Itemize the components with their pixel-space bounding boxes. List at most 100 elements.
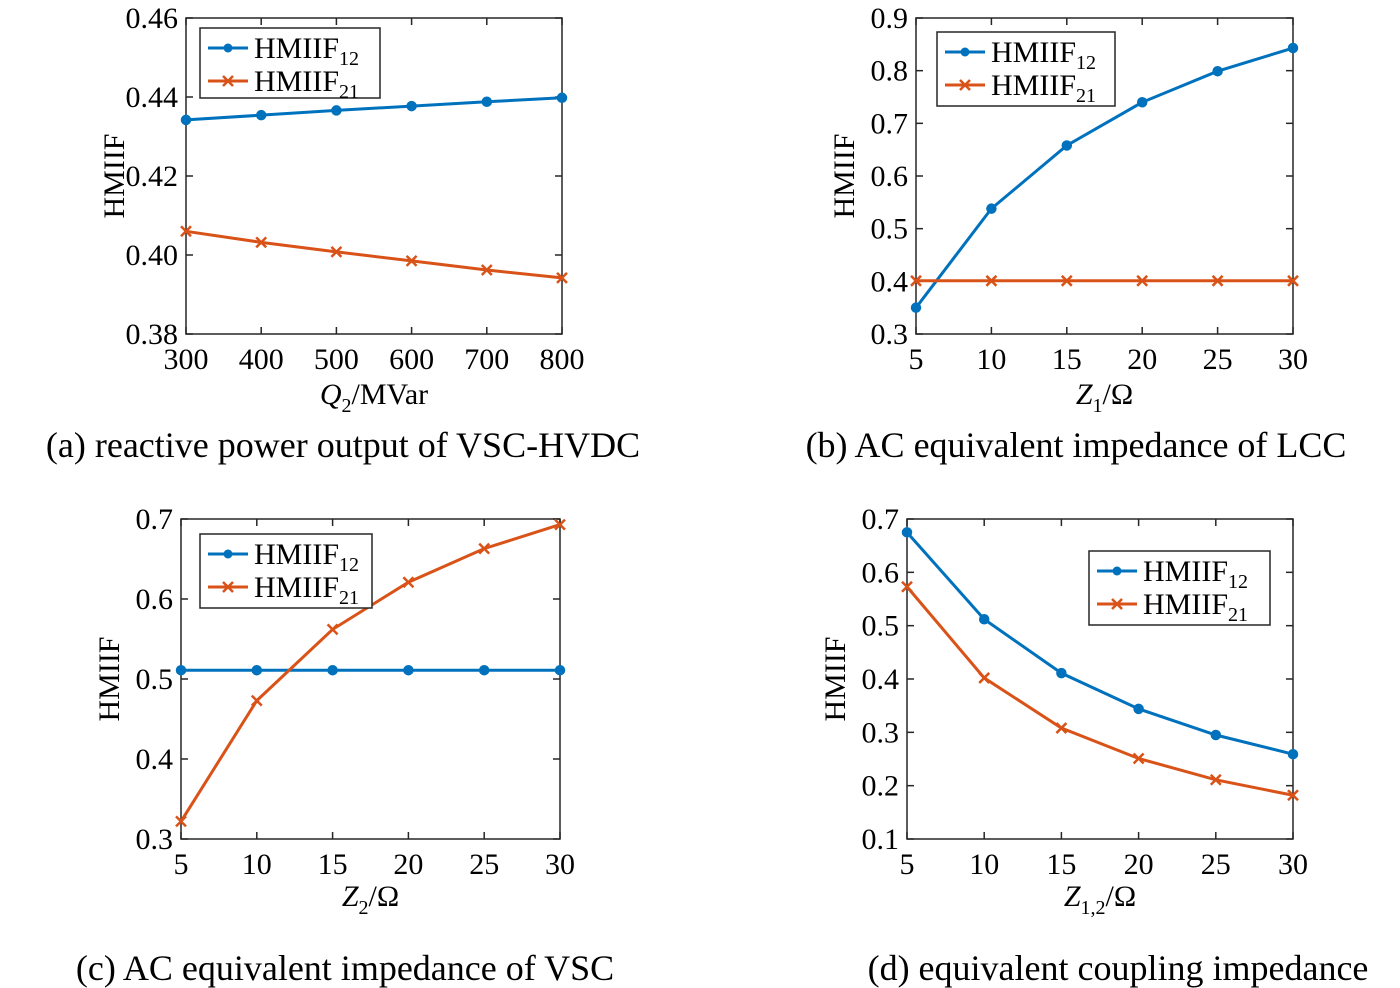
data-point [1055, 722, 1068, 734]
data-point [1210, 729, 1222, 741]
x-label-subscript: 1,2 [1081, 897, 1106, 919]
data-point [478, 542, 491, 555]
x-axis-label: Z1/Ω [1076, 378, 1133, 417]
x-tick-label: 25 [1201, 848, 1231, 881]
series-hmiif-12 [180, 92, 568, 126]
data-point [403, 664, 414, 676]
data-point [180, 114, 192, 126]
data-point [481, 96, 493, 107]
legend-label: HMIIF12 [1143, 555, 1248, 593]
legend-label: HMIIF21 [254, 65, 359, 103]
legend-label-main: HMIIF [254, 538, 339, 571]
x-tick-label: 15 [318, 848, 348, 881]
data-point [554, 664, 566, 676]
panel-caption: (b) AC equivalent impedance of LCC [806, 425, 1347, 465]
y-tick-label: 0.6 [136, 583, 174, 616]
legend-label-main: HMIIF [1143, 588, 1228, 621]
legend-label-subscript: 12 [1228, 571, 1248, 593]
data-point [985, 274, 998, 287]
data-point [1132, 752, 1145, 765]
panel-caption: (c) AC equivalent impedance of VSC [76, 948, 614, 988]
series-line [914, 46, 1294, 309]
x-tick-label: 5 [909, 343, 924, 376]
legend-label: HMIIF21 [254, 571, 359, 609]
data-point [1136, 274, 1149, 287]
x-tick-label: 10 [976, 343, 1006, 376]
y-tick-label: 0.40 [126, 239, 179, 272]
y-tick-label: 0.4 [862, 663, 900, 696]
legend-label: HMIIF21 [1143, 588, 1248, 626]
data-point [978, 614, 990, 625]
x-axis-label: Q2/MVar [320, 378, 428, 417]
legend-label-main: HMIIF [254, 571, 339, 604]
x-tick-label: 700 [464, 343, 509, 376]
data-point [556, 92, 568, 104]
chart-panel-2: 5 10 15 20 25 30 0.3 0.4 0.5 0.6 0.7 0.8 0.9 HMIIF Z1/… [806, 2, 1347, 465]
legend-label-main: HMIIF [254, 32, 339, 65]
legend-box [1088, 550, 1271, 626]
data-point [478, 664, 490, 676]
x-label-symbol: Z [342, 880, 359, 913]
legend-marker [960, 47, 970, 57]
data-point [175, 664, 187, 676]
data-point [1287, 42, 1299, 54]
data-point [556, 272, 568, 284]
legend-label-main: HMIIF [254, 65, 339, 98]
chart-panel-3: 5 10 15 20 25 30 0.3 0.4 0.5 0.6 0.7 HMIIF Z2/Ω HMIIF… [76, 503, 614, 988]
y-tick-label: 0.4 [871, 265, 909, 298]
data-point [910, 274, 922, 287]
y-tick-label: 0.3 [871, 318, 909, 351]
data-point [255, 236, 268, 249]
x-label-symbol: Z [1064, 880, 1081, 913]
data-point [331, 105, 342, 116]
y-tick-label: 0.46 [126, 2, 179, 35]
series-hmiif-21 [901, 580, 1299, 802]
chart-panel-1: 300 400 500 600 700 800 0.38 0.40 0.42 0.44 0.46 HM… [46, 2, 640, 465]
x-tick-label: 30 [1278, 343, 1308, 376]
series-hmiif-12 [901, 527, 1299, 760]
legend-label-subscript: 21 [339, 587, 359, 609]
x-label-symbol: Q [320, 378, 342, 411]
y-tick-label: 0.5 [136, 663, 174, 696]
data-point [326, 623, 339, 636]
y-tick-label: 0.7 [862, 503, 900, 536]
data-point [406, 100, 417, 112]
panel-caption: (d) equivalent coupling impedance [868, 948, 1369, 988]
legend-marker [222, 581, 234, 593]
data-point [901, 527, 913, 538]
data-point [175, 815, 187, 828]
data-point [327, 664, 338, 676]
legend-box [936, 31, 1116, 107]
legend-label-subscript: 21 [339, 81, 359, 103]
panel-caption: (a) reactive power output of VSC-HVDC [46, 425, 640, 465]
x-label-unit: /Ω [1106, 880, 1137, 913]
y-tick-label: 0.7 [136, 503, 174, 536]
data-point [1211, 274, 1224, 287]
series-line [185, 229, 563, 280]
legend-marker [1111, 598, 1123, 610]
x-tick-label: 25 [1203, 343, 1233, 376]
data-point [250, 694, 263, 707]
x-tick-label: 600 [389, 343, 434, 376]
data-point [1136, 97, 1148, 108]
data-point [180, 225, 192, 238]
x-tick-label: 20 [1127, 343, 1157, 376]
data-point [480, 264, 493, 276]
legend-label-subscript: 12 [339, 554, 359, 576]
y-tick-label: 0.4 [136, 743, 174, 776]
legend-label: HMIIF12 [991, 36, 1096, 74]
x-tick-label: 10 [242, 848, 272, 881]
y-tick-label: 0.3 [136, 823, 174, 856]
x-tick-label: 30 [1278, 848, 1308, 881]
y-axis-label: HMIIF [828, 133, 861, 218]
data-point [554, 518, 566, 531]
data-point [978, 672, 991, 684]
legend-label-subscript: 21 [1228, 604, 1248, 626]
series-hmiif-21 [180, 225, 568, 284]
x-tick-label: 15 [1052, 343, 1082, 376]
x-tick-label: 800 [540, 343, 585, 376]
x-tick-label: 25 [469, 848, 499, 881]
